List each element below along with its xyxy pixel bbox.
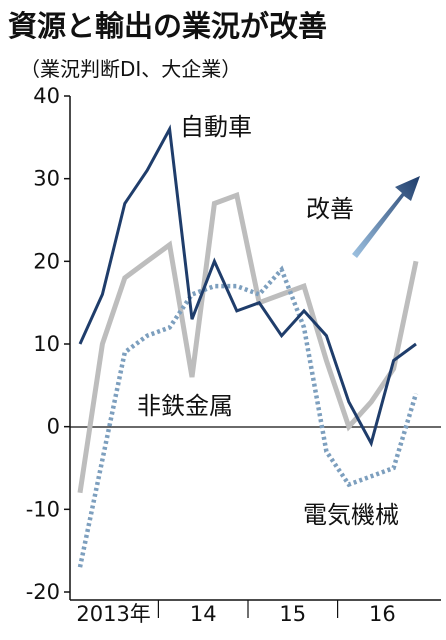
series-line-electrical [77,265,419,568]
series-lines [77,124,419,568]
x-tick-label: 14 [190,602,217,626]
y-tick-label: -10 [26,497,60,521]
improvement-label: 改善 [306,195,354,223]
x-tick-label: 2013年 [76,602,150,626]
series-line-auto [78,124,417,448]
series-label-electrical: 電気機械 [303,501,399,529]
improvement-arrow-icon [352,176,420,258]
y-tick-label: 0 [47,415,60,439]
x-tick-label: 15 [279,602,306,626]
series-label-nonferrous: 非鉄金属 [137,392,233,420]
chart-title: 資源と輸出の業況が改善 [8,9,327,43]
y-tick-label: 30 [33,167,60,191]
chart-subtitle: （業況判断DI、大企業） [20,57,241,81]
y-tick-label: -20 [26,580,60,604]
series-line-nonferrous [77,191,419,494]
x-tick-label: 16 [369,602,396,626]
y-axis-ticks: 40 30 20 10 0 -10 -20 [26,84,70,604]
y-tick-label: 40 [33,84,60,108]
x-axis-ticks: 2013年 14 15 16 [76,600,396,626]
y-tick-label: 10 [33,332,60,356]
y-tick-label: 20 [33,249,60,273]
series-label-auto: 自動車 [180,113,252,141]
